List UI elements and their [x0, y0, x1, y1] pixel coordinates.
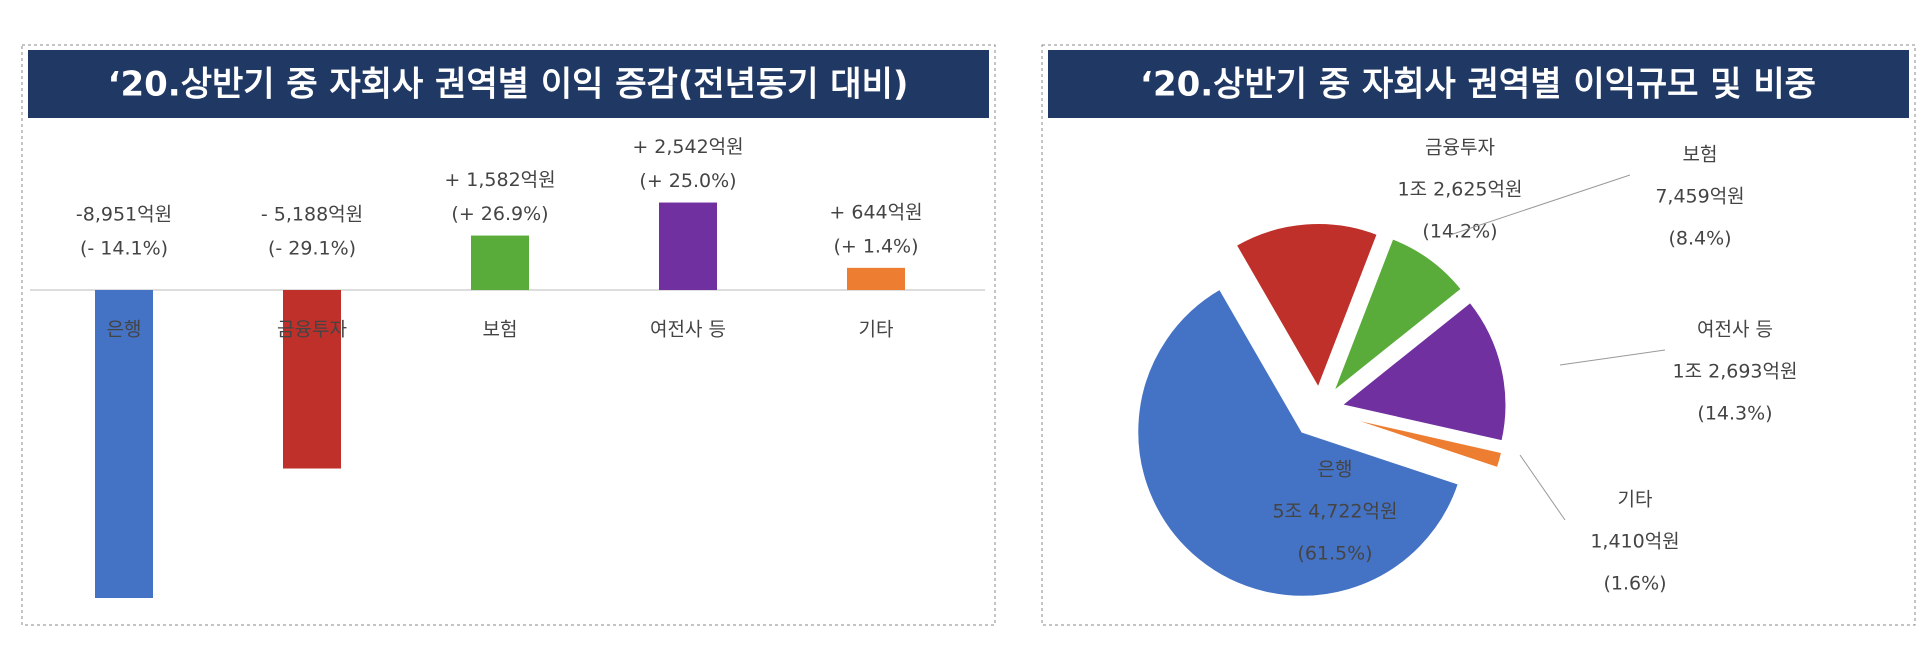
slice-percent: (61.5%) — [1297, 543, 1372, 565]
slice-label: 여전사 등 — [1697, 319, 1773, 341]
slice-percent: (1.6%) — [1603, 573, 1666, 595]
slice-value: 7,459억원 — [1655, 186, 1744, 208]
slice-label: 은행 — [1318, 459, 1353, 481]
bar — [471, 235, 529, 290]
value-label: + 644억원 — [829, 201, 922, 223]
category-label: 기타 — [859, 319, 894, 341]
change-label: (+ 25.0%) — [639, 170, 736, 192]
left-title-bar — [28, 50, 989, 118]
leader-line — [1449, 174, 1631, 236]
slice-value: 1조 2,693억원 — [1673, 361, 1798, 383]
bar — [659, 202, 717, 290]
bar — [847, 267, 905, 290]
change-label: (+ 1.4%) — [833, 235, 918, 257]
change-label: (- 14.1%) — [80, 238, 168, 260]
category-label: 금융투자 — [277, 319, 347, 341]
category-label: 보험 — [483, 319, 518, 341]
value-label: + 1,582억원 — [444, 169, 555, 191]
left-panel — [21, 44, 996, 626]
bar — [283, 290, 341, 469]
slice-value: 1,410억원 — [1590, 531, 1679, 553]
pie-slice — [1340, 414, 1504, 470]
chart-title: ‘20.상반기 중 자회사 권역별 이익 증감(전년동기 대비) — [108, 65, 909, 105]
slice-percent: (8.4%) — [1668, 228, 1731, 250]
pie-slice — [1234, 222, 1380, 391]
slice-value: 1조 2,625억원 — [1398, 179, 1523, 201]
pie-slice — [1330, 237, 1464, 396]
change-label: (- 29.1%) — [268, 238, 356, 260]
slice-label: 보험 — [1683, 144, 1718, 166]
slice-label: 기타 — [1618, 489, 1653, 511]
category-label: 은행 — [107, 319, 142, 341]
pie-slice — [1339, 300, 1508, 443]
bar — [95, 290, 153, 598]
value-label: - 5,188억원 — [261, 204, 363, 226]
slice-percent: (14.3%) — [1697, 403, 1772, 425]
leader-line — [1559, 349, 1666, 366]
right-title-bar — [1048, 50, 1909, 118]
change-label: (+ 26.9%) — [451, 203, 548, 225]
pie-slice — [1136, 287, 1461, 598]
category-label: 여전사 등 — [650, 319, 726, 341]
value-label: + 2,542억원 — [632, 136, 743, 158]
slice-label: 금융투자 — [1425, 137, 1495, 159]
chart-title: ‘20.상반기 중 자회사 권역별 이익규모 및 비중 — [1140, 65, 1816, 105]
leader-line — [1519, 454, 1566, 521]
slice-value: 5조 4,722억원 — [1273, 501, 1398, 523]
value-label: -8,951억원 — [76, 204, 172, 226]
